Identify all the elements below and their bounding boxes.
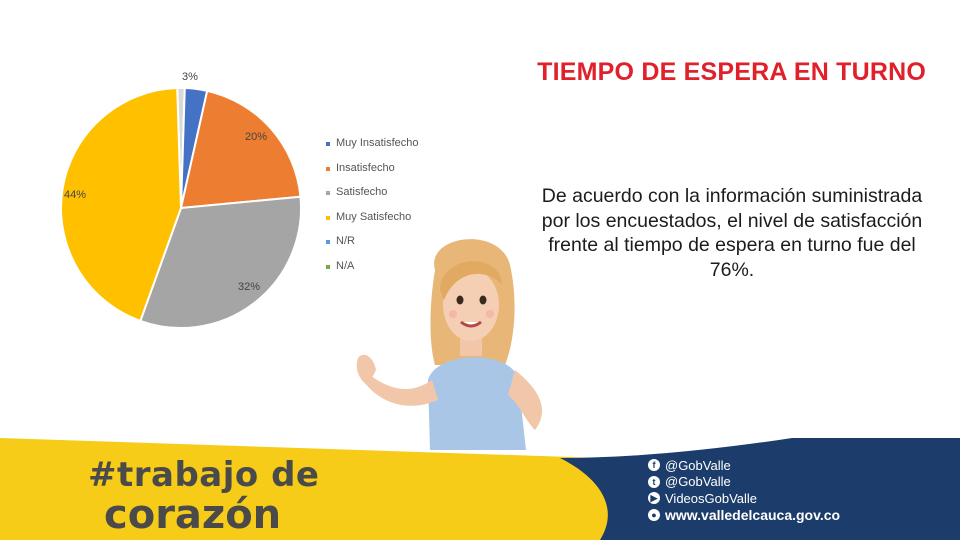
legend-label: N/A <box>336 259 355 272</box>
pie-label-muy-insatisfecho: 3% <box>182 71 198 83</box>
footer-yellow-band <box>0 438 660 540</box>
pie-slice-muy-satisfecho <box>60 87 183 323</box>
pie-slice-satisfecho <box>139 195 302 329</box>
youtube-icon: ▶ <box>648 492 660 504</box>
twitter-icon: t <box>648 475 660 488</box>
pie-label-insatisfecho: 20% <box>245 131 268 143</box>
legend-item-nr: N/R <box>326 235 419 260</box>
footer-banner <box>0 438 960 540</box>
social-youtube[interactable]: ▶ VideosGobValle <box>648 490 840 506</box>
social-twitter[interactable]: t @GobValle <box>648 474 840 490</box>
facebook-icon: f <box>648 459 660 471</box>
description-text: De acuerdo con la información suministra… <box>541 185 923 281</box>
legend-label: Muy Satisfecho <box>336 210 412 223</box>
pie-chart <box>60 87 302 329</box>
legend-swatch <box>326 191 330 195</box>
legend-swatch <box>326 264 330 269</box>
legend-swatch <box>326 166 330 171</box>
social-handle: @GobValle <box>665 474 731 489</box>
legend-label: N/R <box>336 235 355 247</box>
social-handle: @GobValle <box>665 457 731 473</box>
legend-label: Satisfecho <box>336 186 388 198</box>
legend-item-muy-satisfecho: Muy Satisfecho <box>326 211 419 236</box>
pie-label-satisfecho: 32% <box>238 281 261 293</box>
legend-label: Insatisfecho <box>336 161 395 174</box>
website-url[interactable]: www.valledelcauca.gov.co <box>665 506 841 523</box>
social-handle: VideosGobValle <box>665 490 758 506</box>
social-facebook[interactable]: f @GobValle <box>648 457 840 473</box>
woman-illustration <box>356 239 543 450</box>
slogan-line1: #trabajo de <box>88 455 320 495</box>
legend-item-insatisfecho: Insatisfecho <box>326 162 419 187</box>
slogan-line2: corazón <box>104 492 282 538</box>
web-icon: ● <box>648 508 660 521</box>
pie-label-muy-satisfecho: 44% <box>64 189 87 201</box>
pie-slice-insatisfecho <box>179 89 302 210</box>
social-web[interactable]: ● www.valledelcauca.gov.co <box>648 507 840 523</box>
legend-item-na: N/A <box>326 260 419 285</box>
legend-swatch <box>326 215 330 220</box>
legend-item-muy-insatisfecho: Muy Insatisfecho <box>326 137 419 162</box>
legend-label: Muy Insatisfecho <box>336 137 419 149</box>
social-links: f @GobValle t @GobValle ▶ VideosGobValle ● w… <box>648 457 840 523</box>
legend-item-satisfecho: Satisfecho <box>326 186 419 211</box>
footer-navy-band <box>560 438 960 540</box>
legend-swatch <box>326 240 330 244</box>
slogan: #trabajo de corazón <box>88 456 319 536</box>
legend-swatch <box>326 142 330 146</box>
page-title: TIEMPO DE ESPERA EN TURNO <box>537 58 926 86</box>
chart-legend: Muy Insatisfecho Insatisfecho Satisfecho… <box>326 137 419 284</box>
